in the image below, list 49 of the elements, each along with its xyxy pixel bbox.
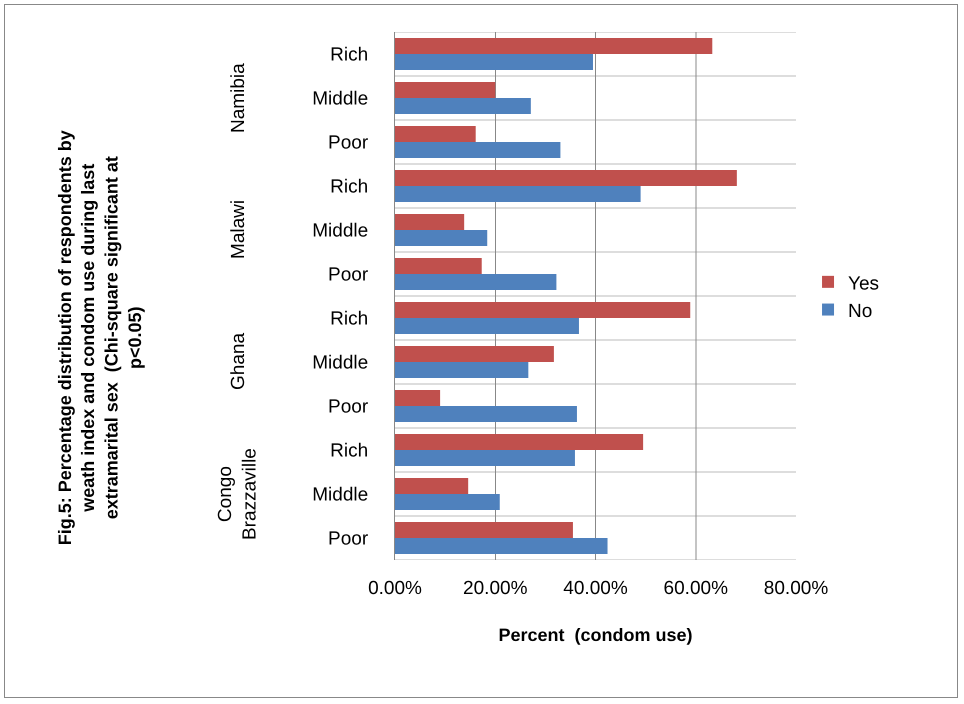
bar <box>395 390 440 406</box>
bar <box>395 362 528 378</box>
bar <box>395 230 488 246</box>
legend-label: No <box>848 300 872 322</box>
y-tick-label: Poor <box>328 528 369 550</box>
text: Namibia <box>228 62 249 133</box>
bar <box>395 478 468 494</box>
x-tick-label: 80.00% <box>764 578 828 599</box>
y-tick-label: Rich <box>330 308 368 330</box>
text: Malawi <box>228 200 249 259</box>
bar <box>395 142 560 158</box>
y-tick-label: Rich <box>330 44 368 66</box>
bar <box>395 214 464 230</box>
x-tick-label: 60.00% <box>664 578 728 599</box>
y-tick-label: Middle <box>312 484 368 506</box>
legend-label: Yes <box>848 273 880 294</box>
y-tick-label: Rich <box>330 176 368 198</box>
text: Congo Brazzaville <box>215 448 261 540</box>
bar <box>395 170 737 186</box>
x-tick-label: 20.00% <box>463 578 528 599</box>
y-tick-label: Poor <box>328 132 369 154</box>
x-axis-title: Percent (condom use) <box>498 625 693 646</box>
caption: Fig.5: Percentage distribution of respondents by weath index and condom use during last extramarital sex (Chi-square significant at p<0.05) <box>54 130 145 546</box>
bar <box>395 274 556 290</box>
y-tick-label: Middle <box>312 352 368 374</box>
bar <box>395 450 575 466</box>
bar <box>395 126 476 142</box>
bar <box>395 38 712 54</box>
y-tick-label: Middle <box>312 220 368 242</box>
x-tick-label: 0.00% <box>368 578 422 599</box>
bar <box>395 186 641 202</box>
y-tick-label: Middle <box>312 88 368 110</box>
bar <box>395 522 573 538</box>
bar <box>395 302 690 318</box>
bar <box>395 98 531 114</box>
bar <box>395 346 554 362</box>
bar <box>395 318 579 334</box>
bar <box>395 54 593 70</box>
y-tick-label: Rich <box>330 440 368 462</box>
bar <box>395 82 496 98</box>
y-tick-label: Poor <box>328 264 369 286</box>
bar <box>395 494 500 510</box>
x-tick-label: 40.00% <box>563 578 628 599</box>
bar <box>395 258 482 274</box>
text: Ghana <box>228 332 249 390</box>
bar <box>395 406 577 422</box>
bar <box>395 538 608 554</box>
bar <box>395 434 644 450</box>
y-tick-label: Poor <box>328 396 369 418</box>
